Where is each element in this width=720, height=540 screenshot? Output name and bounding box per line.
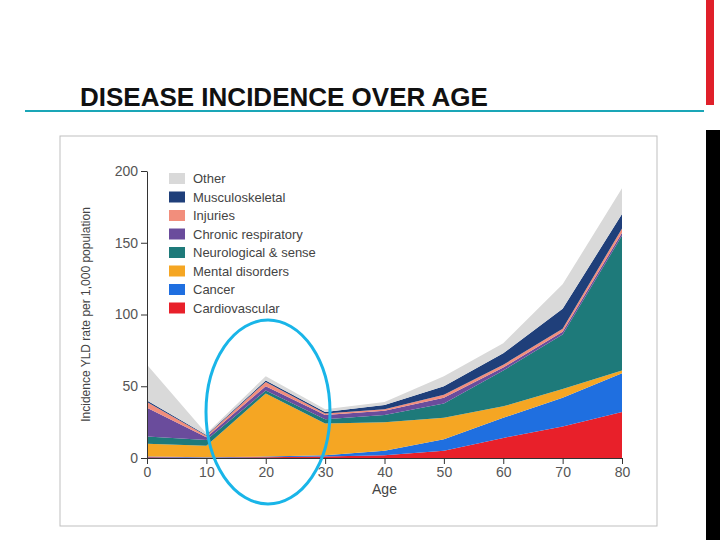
tick: 100	[115, 306, 147, 322]
accent-bar-red	[706, 0, 714, 105]
tick: 70	[555, 458, 571, 480]
legend-swatch	[169, 192, 185, 203]
tick-label: 40	[377, 464, 393, 480]
tick-mark	[141, 386, 147, 387]
chart-frame	[60, 136, 657, 526]
tick: 10	[199, 458, 215, 480]
legend-swatch	[169, 284, 185, 295]
legend-label: Chronic respiratory	[193, 227, 303, 242]
tick-label: 200	[115, 163, 139, 179]
chart-title: DISEASE INCIDENCE OVER AGE	[80, 82, 488, 112]
tick-label: 150	[115, 235, 139, 251]
legend: Other Musculoskeletal Injuries Chronic resp…	[169, 171, 316, 316]
tick: 80	[615, 458, 631, 480]
legend-label: Other	[193, 171, 226, 186]
tick-label: 20	[258, 464, 274, 480]
tick-mark	[141, 171, 147, 172]
tick-mark	[141, 315, 147, 316]
x-axis-title: Age	[372, 481, 397, 497]
tick: 200	[115, 163, 147, 179]
legend-swatch	[169, 173, 185, 184]
tick: 20	[258, 458, 274, 480]
tick-label: 0	[144, 464, 152, 480]
tick: 40	[377, 458, 393, 480]
tick-label: 0	[130, 450, 138, 466]
tick-label: 10	[199, 464, 215, 480]
tick-label: 80	[615, 464, 631, 480]
plot-area	[147, 188, 622, 458]
tick: 50	[437, 458, 453, 480]
tick: 50	[122, 378, 147, 394]
legend-swatch	[169, 266, 185, 277]
tick-label: 50	[122, 378, 138, 394]
legend-label: Injuries	[193, 208, 235, 223]
legend-swatch	[169, 303, 185, 314]
chart: DISEASE INCIDENCE OVER AGE 0 50 100 150 200 0 1…	[0, 0, 720, 540]
highlight-ellipse	[206, 320, 330, 504]
y-axis-title: Incidence YLD rate per 1,000 population	[79, 207, 93, 422]
tick-label: 50	[437, 464, 453, 480]
legend-label: Neurological & sense	[193, 245, 316, 260]
legend-label: Musculoskeletal	[193, 190, 286, 205]
tick: 60	[496, 458, 512, 480]
tick-label: 60	[496, 464, 512, 480]
slide-background	[0, 0, 720, 540]
tick: 0	[144, 458, 152, 480]
legend-swatch	[169, 229, 185, 240]
legend-swatch	[169, 210, 185, 221]
legend-label: Cancer	[193, 282, 236, 297]
tick: 150	[115, 235, 147, 251]
y-axis: 0 50 100 150 200	[115, 163, 148, 466]
legend-label: Mental disorders	[193, 264, 290, 279]
tick-mark	[141, 458, 147, 459]
tick-mark	[141, 243, 147, 244]
legend-label: Cardiovascular	[193, 301, 280, 316]
tick-label: 30	[318, 464, 334, 480]
tick-label: 100	[115, 306, 139, 322]
area-series	[147, 188, 622, 435]
legend-swatch	[169, 247, 185, 258]
axis-line	[147, 172, 148, 459]
accent-bar-black	[706, 130, 720, 540]
tick-label: 70	[555, 464, 571, 480]
